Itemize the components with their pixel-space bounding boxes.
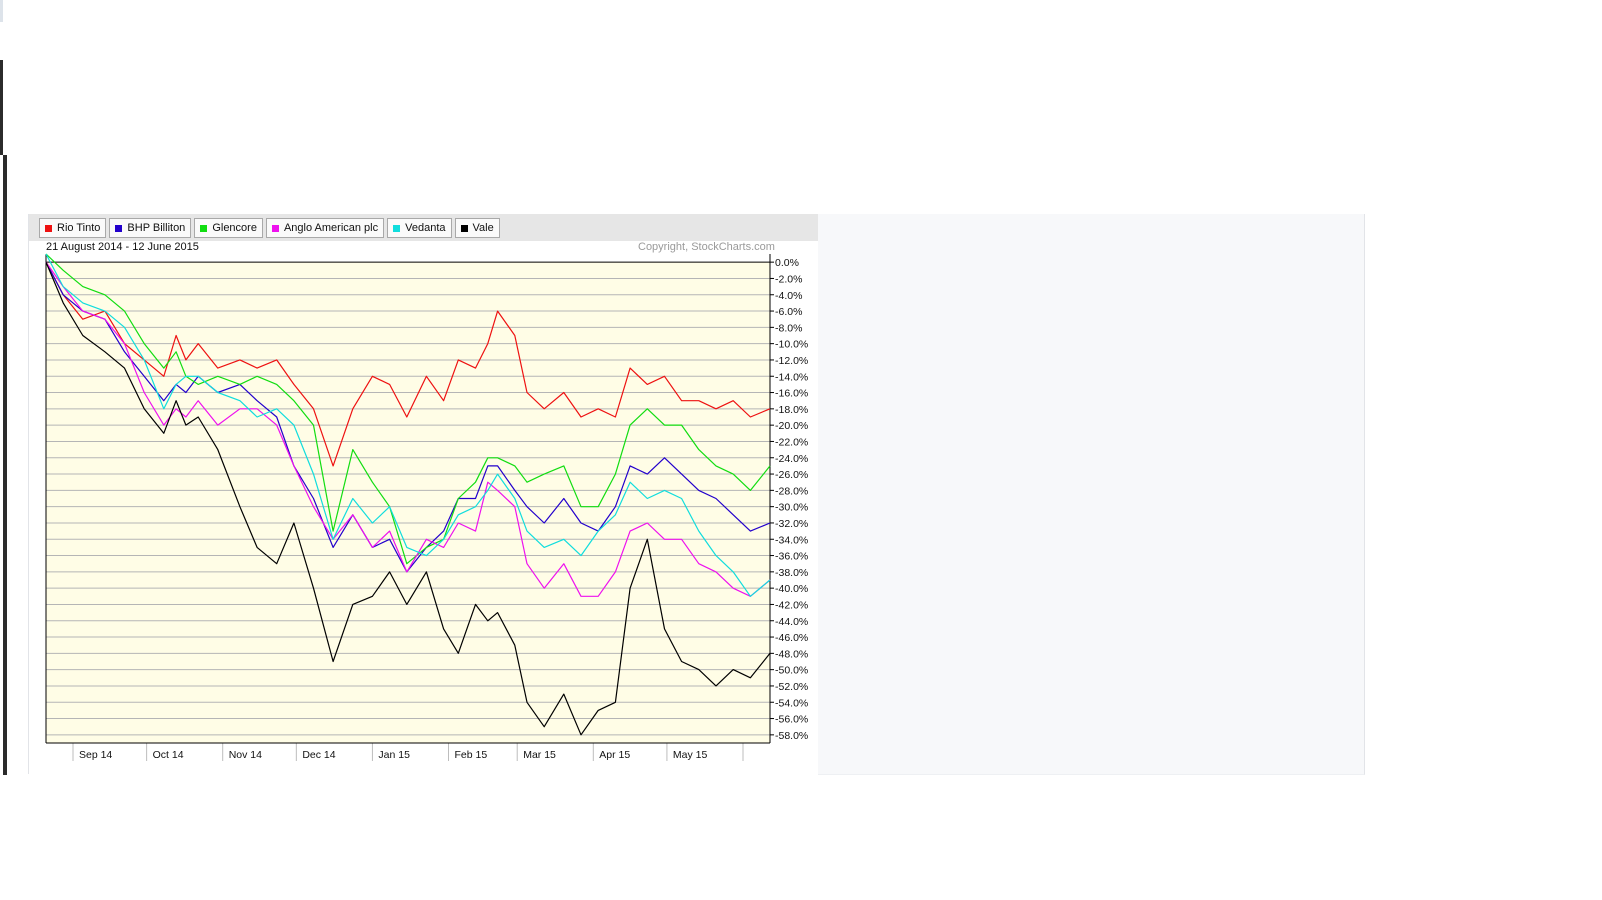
legend: Rio Tinto BHP Billiton Glencore Anglo Ameri… [39, 218, 500, 238]
y-tick-label: -56.0% [775, 714, 808, 726]
y-tick-label: 0.0% [775, 257, 799, 269]
y-tick-label: -44.0% [775, 616, 808, 628]
y-tick-label: -22.0% [775, 436, 808, 448]
series-line-vale [45, 261, 771, 736]
y-tick-label: -58.0% [775, 730, 808, 742]
series-line-rio-tinto [45, 261, 771, 467]
side-panel [818, 214, 1365, 775]
window-edge-strip [3, 155, 7, 775]
window-edge-strip [0, 60, 3, 155]
x-tick-label: Feb 15 [454, 749, 487, 761]
y-tick-label: -16.0% [775, 388, 808, 400]
y-tick-label: -34.0% [775, 534, 808, 546]
legend-swatch [45, 224, 52, 232]
y-tick-label: -8.0% [775, 322, 802, 334]
legend-label: Vale [472, 222, 494, 234]
legend-label: Anglo American plc [283, 222, 379, 234]
chart-canvas: 0.0% -2.0% -4.0% -6.0% -8.0% -10.0% -12.0% -14.… [45, 253, 808, 761]
legend-swatch [271, 224, 279, 232]
legend-item-anglo-american-plc[interactable]: Anglo American plc [265, 218, 385, 238]
y-tick-label: -24.0% [775, 453, 808, 465]
x-tick-label: Sep 14 [79, 749, 112, 761]
y-tick-label: -26.0% [775, 469, 808, 481]
series-line-glencore [45, 253, 771, 565]
y-tick-label: -52.0% [775, 681, 808, 693]
y-tick-label: -14.0% [775, 371, 808, 383]
y-tick-label: -42.0% [775, 599, 808, 611]
window-edge-strip [0, 0, 3, 22]
x-tick-label: Jan 15 [378, 749, 410, 761]
y-tick-label: -32.0% [775, 518, 808, 530]
y-tick-label: -36.0% [775, 551, 808, 563]
y-tick-label: -2.0% [775, 273, 802, 285]
negative-region [46, 262, 770, 743]
legend-label: Glencore [212, 222, 257, 234]
y-tick-label: -50.0% [775, 665, 808, 677]
legend-swatch [393, 224, 401, 232]
legend-label: Rio Tinto [57, 222, 101, 234]
y-tick-label: -12.0% [775, 355, 808, 367]
y-tick-label: -38.0% [775, 567, 808, 579]
y-tick-label: -6.0% [775, 306, 802, 318]
legend-label: Vedanta [405, 222, 446, 234]
y-tick-label: -40.0% [775, 583, 808, 595]
y-tick-label: -20.0% [775, 420, 808, 432]
copyright-label: Copyright, StockCharts.com [638, 241, 775, 253]
series-line-anglo-american-plc [45, 261, 771, 597]
legend-item-vale[interactable]: Vale [454, 218, 500, 238]
y-tick-label: -28.0% [775, 485, 808, 497]
date-range-label: 21 August 2014 - 12 June 2015 [46, 241, 199, 253]
y-tick-label: -10.0% [775, 339, 808, 351]
legend-item-rio-tinto[interactable]: Rio Tinto [39, 218, 107, 238]
x-tick-label: Mar 15 [523, 749, 556, 761]
legend-swatch [200, 224, 208, 232]
y-tick-label: -30.0% [775, 502, 808, 514]
y-tick-label: -46.0% [775, 632, 808, 644]
panel-border [28, 214, 29, 774]
legend-item-vedanta[interactable]: Vedanta [387, 218, 452, 238]
legend-item-bhp-billiton[interactable]: BHP Billiton [109, 218, 192, 238]
y-tick-label: -18.0% [775, 404, 808, 416]
plot-area-top [46, 254, 770, 263]
x-tick-label: May 15 [673, 749, 708, 761]
x-tick-label: Oct 14 [153, 749, 184, 761]
legend-swatch [115, 224, 123, 232]
legend-bar: Rio Tinto BHP Billiton Glencore Anglo Ameri… [29, 214, 818, 241]
x-tick-label: Apr 15 [599, 749, 630, 761]
y-tick-label: -4.0% [775, 290, 802, 302]
legend-swatch [460, 224, 468, 232]
x-tick-label: Nov 14 [229, 749, 262, 761]
y-tick-label: -48.0% [775, 648, 808, 660]
series-line-vedanta [45, 253, 771, 597]
legend-item-glencore[interactable]: Glencore [194, 218, 263, 238]
x-tick-label: Dec 14 [302, 749, 335, 761]
y-tick-label: -54.0% [775, 697, 808, 709]
performance-chart: Rio Tinto BHP Billiton Glencore Anglo Ameri… [29, 214, 818, 774]
legend-label: BHP Billiton [127, 222, 186, 234]
